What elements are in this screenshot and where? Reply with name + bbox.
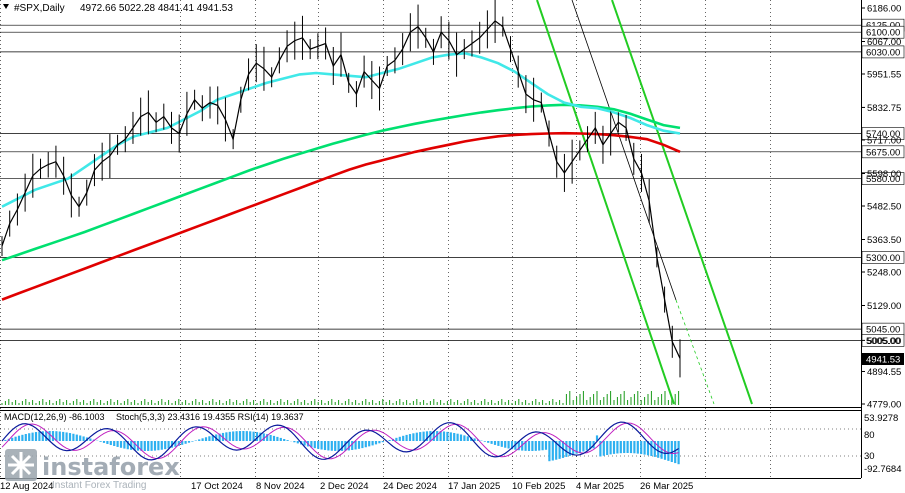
- level-label: 5005.00: [866, 336, 900, 347]
- y-tick-label: 5248.00: [867, 268, 901, 279]
- support-resistance-levels: 6125.006100.006030.005740.005675.005580.…: [0, 18, 905, 347]
- y-tick-label: 5005.00: [867, 336, 901, 347]
- volume-bars: [1, 391, 680, 405]
- y-tick-label: 4894.55: [867, 367, 901, 378]
- ma-red-line: [1, 131, 681, 301]
- y-tick-label: 5598.00: [867, 169, 901, 180]
- ma-green-line: [1, 103, 681, 262]
- current-price-label: 4941.53: [866, 355, 900, 366]
- trend-channels: [536, 0, 753, 405]
- x-tick-label: 24 Dec 2024: [383, 481, 437, 492]
- time-axis: 12 Aug 2024 17 Oct 2024 8 Nov 2024 2 Dec 20…: [0, 481, 693, 492]
- ohlc-label: 4972.66 5022.28 4841.41 4941.53: [80, 3, 233, 14]
- level-label: 5045.00: [866, 325, 900, 336]
- logo-brand: instaforex: [42, 453, 180, 481]
- x-tick-label: 2 Dec 2024: [320, 481, 369, 492]
- x-tick-label: 12 Aug 2024: [0, 481, 53, 492]
- y-tick-label: 5951.55: [867, 69, 901, 80]
- price-axis: 6186.00 6067.00 5951.55 5832.75 5717.00 5598.…: [861, 4, 901, 411]
- y-tick-label: 5482.50: [867, 202, 901, 213]
- level-label: 6030.00: [866, 47, 900, 58]
- osc-top-value: 53.9278: [864, 413, 898, 424]
- stoch-main-line: [1, 421, 679, 461]
- instaforex-logo: instaforex Instant Forex Trading: [5, 449, 180, 491]
- osc-level-30: 30: [864, 451, 875, 462]
- y-tick-label: 5129.00: [867, 301, 901, 312]
- x-tick-label: 4 Mar 2025: [576, 481, 624, 492]
- x-tick-label: 8 Nov 2024: [256, 481, 305, 492]
- trend-line-projection: [675, 299, 715, 405]
- level-label: 6100.00: [866, 28, 900, 39]
- x-tick-label: 26 Mar 2025: [640, 481, 693, 492]
- y-tick-label: 5832.75: [867, 103, 901, 114]
- indicator-label: Stoch(5,3,3) 23.4316 19.4355 RSI(14) 19.…: [116, 412, 304, 422]
- level-label: 5300.00: [866, 253, 900, 264]
- level-label: 5675.00: [866, 147, 900, 158]
- symbol-label: #SPX,Daily: [14, 3, 65, 14]
- channel-line-upper: [611, 0, 753, 405]
- dropdown-triangle-icon[interactable]: [3, 4, 9, 9]
- y-tick-label: 5363.50: [867, 235, 901, 246]
- level-label: 5580.00: [866, 174, 900, 185]
- current-price-badge: [862, 353, 904, 365]
- oscillator-pane: [0, 421, 861, 465]
- x-tick-label: 10 Feb 2025: [512, 481, 565, 492]
- y-tick-label: 6186.00: [867, 4, 901, 15]
- price-series: [1, 0, 681, 378]
- macd-label: MACD(12,26,9) -86.1003: [4, 412, 105, 422]
- osc-level-80: 80: [864, 430, 875, 441]
- y-tick-label: 5717.00: [867, 136, 901, 147]
- channel-line-lower: [536, 0, 675, 405]
- trend-line: [571, 0, 677, 301]
- y-tick-label: 4779.00: [867, 400, 901, 411]
- x-tick-label: 17 Jan 2025: [448, 481, 500, 492]
- logo-cross-icon: [8, 452, 34, 478]
- x-tick-label: 17 Oct 2024: [191, 481, 243, 492]
- osc-bottom-value: -92.7684: [864, 464, 902, 475]
- level-label: 5740.00: [866, 129, 900, 140]
- logo-tagline: Instant Forex Trading: [52, 480, 147, 491]
- y-tick-label: 6067.00: [867, 37, 901, 48]
